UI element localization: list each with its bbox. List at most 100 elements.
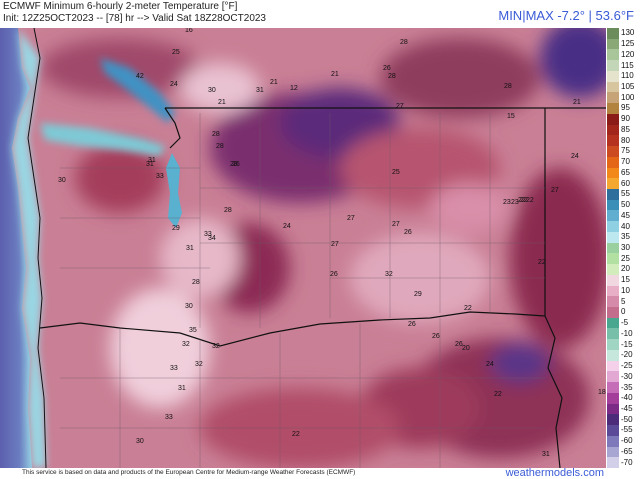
station-temperature-label: 21: [573, 99, 581, 106]
colorbar-tick-label: 20: [621, 264, 630, 274]
coastline: [27, 28, 47, 468]
colorbar-tick-label: -25: [621, 361, 633, 371]
colorbar-swatch: [607, 167, 619, 179]
init-valid-line: Init: 12Z25OCT2023 -- [78] hr --> Valid …: [3, 13, 266, 24]
station-temperature-label: 28: [224, 207, 232, 214]
strait-of-juan-de-fuca: [40, 123, 165, 156]
colorbar-tick-label: -55: [621, 425, 633, 435]
station-temperature-label: 34: [208, 235, 216, 242]
colorbar-tick-label: -10: [621, 328, 633, 338]
station-temperature-label: 30: [58, 177, 66, 184]
station-temperature-label: 31: [146, 161, 154, 168]
station-temperature-label: 31: [186, 245, 194, 252]
colorbar-swatch: [607, 242, 619, 254]
colorbar-tick-label: 40: [621, 221, 630, 231]
colorbar-swatch: [607, 92, 619, 104]
colorbar-tick-label: 95: [621, 103, 630, 113]
colorbar-swatch: [607, 103, 619, 115]
station-temperature-label: 21: [270, 79, 278, 86]
station-temperature-label: 26: [408, 321, 416, 328]
colorbar-tick-label: -70: [621, 457, 633, 467]
station-temperature-label: 24: [283, 223, 291, 230]
colorbar-swatch: [607, 156, 619, 168]
colorbar-swatch: [607, 285, 619, 297]
station-temperature-label: 23: [511, 199, 519, 206]
colorbar-tick-label: -50: [621, 414, 633, 424]
county-borders: [60, 113, 545, 468]
station-temperature-label: 28: [212, 131, 220, 138]
colorbar-tick-label: -40: [621, 393, 633, 403]
station-temperature-label: 26: [330, 271, 338, 278]
colorbar-swatch: [607, 253, 619, 265]
station-temperature-label: 31: [256, 87, 264, 94]
brand-watermark[interactable]: weathermodels.com: [505, 467, 604, 479]
puget-sound: [166, 153, 182, 228]
colorbar-tick-label: 15: [621, 275, 630, 285]
station-temperature-label: 28: [192, 279, 200, 286]
colorbar-tick-label: 60: [621, 178, 630, 188]
colorbar-swatch: [607, 135, 619, 147]
station-temperature-label: 26: [383, 65, 391, 72]
colorbar-tick-label: 50: [621, 200, 630, 210]
colorbar-swatch: [607, 414, 619, 426]
colorbar-swatch: [607, 38, 619, 50]
colorbar-tick-label: 5: [621, 296, 626, 306]
station-temperature-label: 21: [218, 99, 226, 106]
colorbar-tick-label: 90: [621, 114, 630, 124]
colorbar-swatch: [607, 371, 619, 383]
station-temperature-label: 24: [571, 153, 579, 160]
station-temperature-label: 31: [178, 385, 186, 392]
colorbar-legend: 130 125 120 115 110 105 100 95 90 85 80 75 70 65 60 55 5…: [607, 28, 640, 469]
colorbar-swatch: [607, 70, 619, 83]
colorbar-tick-label: 10: [621, 285, 630, 295]
map-title: ECMWF Minimum 6-hourly 2-meter Temperatu…: [3, 1, 238, 12]
colorbar-tick-label: 100: [621, 92, 635, 102]
colorbar-swatch: [607, 349, 619, 362]
temperature-map[interactable]: 16 28 25 26 28 31 21 12 21 42 24 30 21 28 15 21 31 26 27 31…: [0, 28, 606, 468]
station-temperature-label: 18: [598, 389, 606, 396]
colorbar-tick-label: 45: [621, 210, 630, 220]
colorbar-tick-label: 55: [621, 189, 630, 199]
colorbar-swatch: [607, 60, 619, 72]
station-temperature-label: 31: [148, 157, 156, 164]
colorbar-swatch: [607, 317, 619, 329]
colorbar-tick-label: 125: [621, 39, 635, 49]
station-temperature-label: 30: [185, 303, 193, 310]
station-temperature-label: 21: [331, 71, 339, 78]
header: ECMWF Minimum 6-hourly 2-meter Temperatu…: [0, 0, 640, 28]
colorbar-swatch: [607, 425, 619, 437]
colorbar-tick-label: 105: [621, 82, 635, 92]
colorbar-tick-label: -35: [621, 382, 633, 392]
station-temperature-label: 26: [455, 341, 463, 348]
colorbar-swatch: [607, 307, 619, 319]
station-temperature-label: 33: [204, 231, 212, 238]
colorbar-swatch: [607, 446, 619, 458]
station-temperature-label: 32: [195, 361, 203, 368]
map-canvas: [0, 28, 606, 468]
colorbar-tick-label: -5: [621, 318, 629, 328]
colorbar-tick-label: 70: [621, 157, 630, 167]
station-temperature-label: 27: [551, 187, 559, 194]
station-temperature-label: 24: [486, 361, 494, 368]
colorbar-swatch: [607, 49, 619, 61]
station-temperature-label: 32: [182, 341, 190, 348]
station-temperature-label: 25: [392, 169, 400, 176]
station-temperature-label: 15: [507, 113, 515, 120]
station-temperature-label: 29: [172, 225, 180, 232]
strait-of-georgia: [100, 58, 175, 123]
colorbar-tick-label: -30: [621, 371, 633, 381]
station-temperature-label: 29: [414, 291, 422, 298]
station-temperature-label: 35: [189, 327, 197, 334]
station-temperature-label: 16: [185, 28, 193, 34]
colorbar-tick-label: -65: [621, 446, 633, 456]
station-temperature-label: 26: [232, 161, 240, 168]
station-temperature-label: 42: [136, 73, 144, 80]
colorbar-swatch: [607, 296, 619, 308]
colorbar-tick-label: 25: [621, 253, 630, 263]
station-temperature-label: 27: [347, 215, 355, 222]
station-temperature-label: 24: [170, 81, 178, 88]
colorbar-tick-label: 80: [621, 135, 630, 145]
colorbar-swatch: [607, 231, 619, 244]
station-temperature-label: 27: [331, 241, 339, 248]
station-temperature-label: 30: [136, 438, 144, 445]
